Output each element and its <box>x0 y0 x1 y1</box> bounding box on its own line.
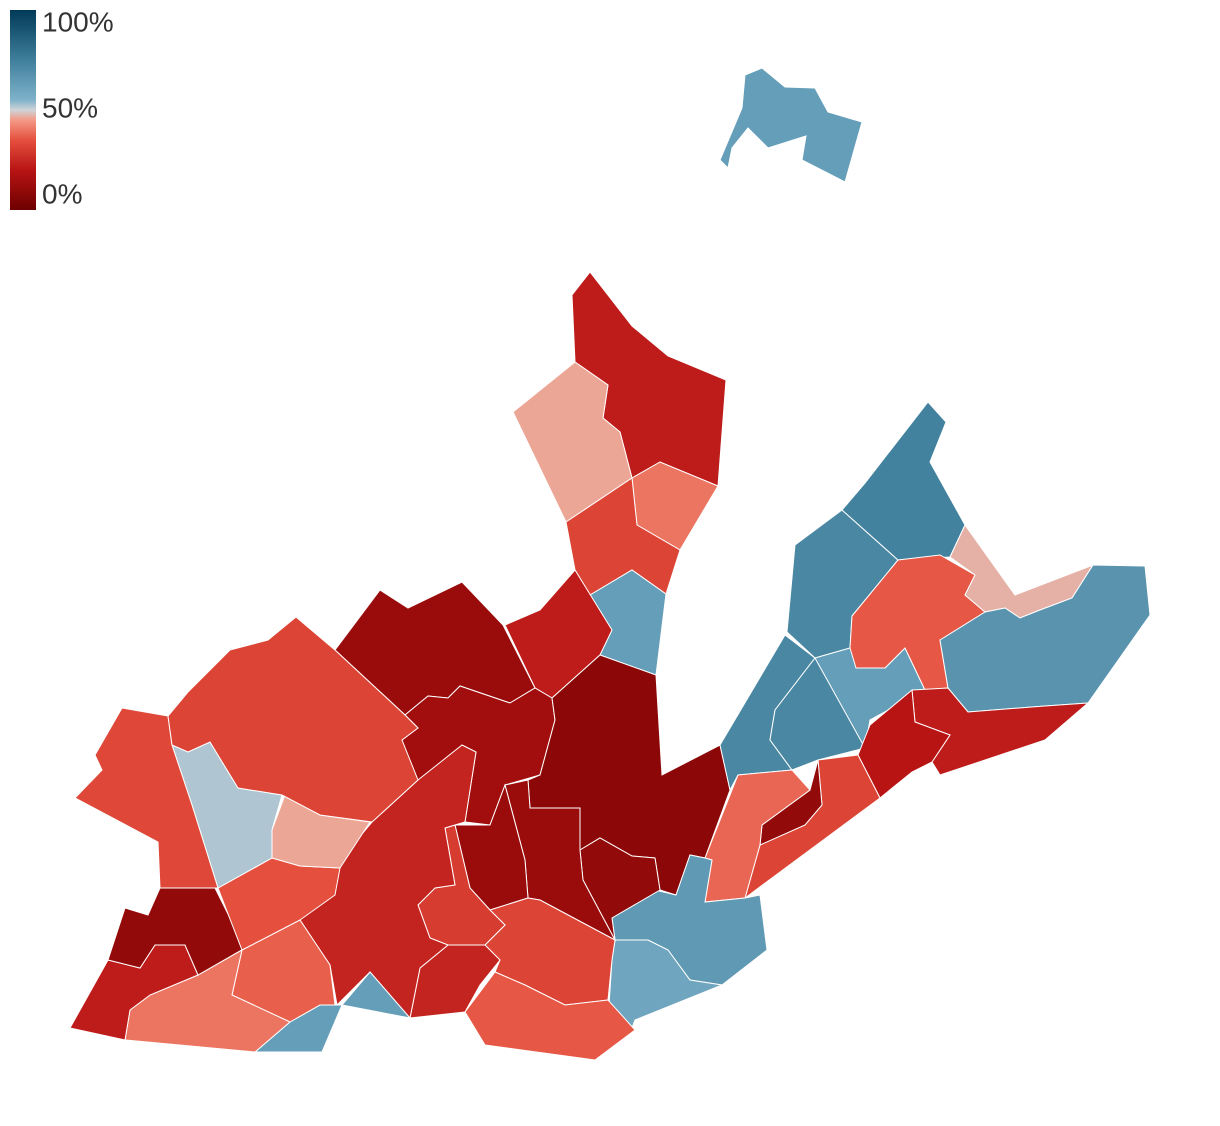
legend-tick-label: 100% <box>42 6 114 37</box>
region <box>167 616 419 823</box>
legend-tick-label: 0% <box>42 178 82 209</box>
legend-colorbar <box>10 10 36 210</box>
region <box>464 971 636 1061</box>
regions <box>69 67 1151 1061</box>
legend: 100% 50% 0% <box>42 6 114 209</box>
legend-tick-label: 50% <box>42 92 98 123</box>
region <box>719 67 863 183</box>
region <box>607 939 724 1034</box>
region <box>341 971 412 1019</box>
